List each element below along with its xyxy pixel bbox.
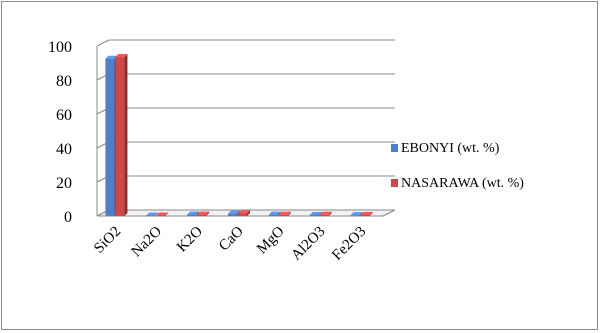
- bar-top: [309, 211, 322, 215]
- bar-top: [115, 54, 128, 58]
- legend-label: EBONYI (wt. %): [401, 141, 500, 156]
- y-tick-label: 100: [48, 39, 72, 56]
- legend-swatch: [391, 144, 398, 152]
- bar-SiO2-nasarawa: [115, 54, 128, 216]
- bar-front: [197, 214, 207, 216]
- bar-top: [319, 211, 332, 215]
- bar-top: [278, 211, 291, 215]
- bar-front: [360, 214, 370, 216]
- bar-side: [155, 212, 159, 216]
- bar-MgO-ebonyi: [268, 211, 281, 216]
- bar-Fe2O3-nasarawa: [360, 211, 373, 216]
- bar-side: [196, 211, 200, 216]
- bar-front: [319, 214, 329, 216]
- bar-side: [318, 211, 322, 216]
- bar-side: [369, 211, 373, 216]
- y-axis-ticks: 0 20 40 60 80 100: [48, 39, 72, 226]
- x-tick-label-Al2O3: Al2O3: [288, 224, 328, 264]
- bar-K2O-nasarawa: [197, 211, 210, 216]
- bar-side: [359, 212, 363, 216]
- bar-front: [278, 214, 288, 216]
- bar-side: [287, 211, 291, 216]
- x-tick-label-SiO2: SiO2: [91, 224, 124, 257]
- bar-top: [268, 211, 281, 215]
- legend-swatch: [391, 179, 398, 187]
- bar-side: [247, 210, 250, 216]
- bar-front: [156, 215, 166, 217]
- x-tick-label-MgO: MgO: [254, 223, 288, 257]
- bar-front: [146, 215, 156, 217]
- legend-item-nasarawa: NASARAWA (wt. %): [391, 176, 524, 191]
- bar-top: [238, 210, 250, 214]
- bar-top: [105, 55, 118, 59]
- bar-side: [328, 211, 332, 216]
- x-axis-ticks: SiO2 Na2O K2O CaO MgO Al2O3 Fe2O3: [91, 223, 369, 263]
- y-tick-label: 40: [56, 141, 72, 158]
- bar-CaO-nasarawa: [238, 210, 250, 216]
- bar-front: [309, 214, 319, 216]
- bar-side: [277, 211, 281, 216]
- bar-top: [350, 212, 363, 216]
- x-tick-label-Fe2O3: Fe2O3: [329, 224, 369, 264]
- bar-front: [228, 213, 237, 216]
- chart-walls: [96, 46, 396, 217]
- gridline-diagonal: [96, 39, 110, 47]
- legend-label: NASARAWA (wt. %): [401, 176, 524, 191]
- bar-top: [228, 210, 240, 214]
- bar-Na2O-nasarawa: [156, 212, 169, 217]
- y-tick-label: 0: [64, 209, 72, 226]
- bar-front: [268, 214, 278, 216]
- legend: EBONYI (wt. %) NASARAWA (wt. %): [391, 141, 524, 191]
- bar-front: [187, 214, 197, 216]
- bar-front: [350, 215, 360, 216]
- bar-side: [124, 54, 128, 216]
- gridlines: [96, 39, 395, 183]
- bar-side: [165, 212, 169, 216]
- bar-K2O-ebonyi: [187, 211, 200, 216]
- bar-Fe2O3-ebonyi: [350, 212, 363, 216]
- bar-front: [105, 58, 115, 216]
- bar-Al2O3-ebonyi: [309, 211, 322, 216]
- bar-front: [238, 213, 247, 216]
- bar-Na2O-ebonyi: [146, 212, 159, 217]
- x-tick-label-Na2O: Na2O: [128, 223, 165, 260]
- bar-top: [146, 212, 159, 216]
- legend-item-ebonyi: EBONYI (wt. %): [391, 141, 500, 156]
- bar-top: [360, 211, 373, 215]
- y-tick-label: 60: [56, 107, 72, 124]
- x-tick-label-K2O: K2O: [174, 223, 206, 255]
- bar-top: [156, 212, 169, 216]
- bar-Al2O3-nasarawa: [319, 211, 332, 216]
- x-tick-label-CaO: CaO: [216, 223, 247, 254]
- bar-top: [197, 211, 210, 215]
- y-tick-label: 80: [56, 73, 72, 90]
- bar-side: [206, 211, 210, 216]
- bar-MgO-nasarawa: [278, 211, 291, 216]
- bars: [105, 54, 373, 217]
- bar-top: [187, 211, 200, 215]
- bar-front: [115, 57, 125, 216]
- y-tick-label: 20: [56, 175, 72, 192]
